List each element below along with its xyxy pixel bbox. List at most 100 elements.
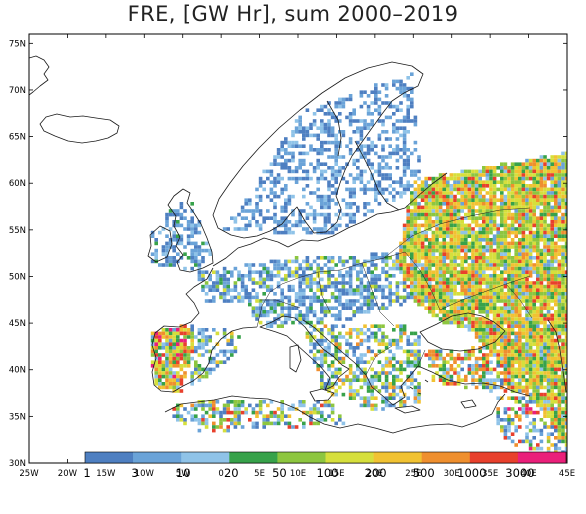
data-cell — [330, 353, 335, 357]
data-cell — [532, 310, 536, 314]
data-cell — [334, 173, 338, 177]
data-cell — [406, 230, 410, 235]
data-cell — [435, 205, 439, 210]
data-cell — [435, 299, 439, 303]
data-cell — [478, 212, 482, 217]
data-cell — [554, 356, 558, 361]
data-cell — [320, 349, 324, 354]
data-cell — [449, 191, 454, 195]
data-cell — [338, 360, 342, 364]
data-cell — [507, 245, 511, 249]
data-cell — [374, 353, 378, 357]
data-cell — [208, 252, 212, 256]
data-cell — [402, 328, 407, 332]
data-cell — [327, 256, 331, 260]
data-cell — [514, 335, 518, 339]
data-cell — [406, 234, 410, 238]
data-cell — [208, 288, 212, 292]
data-cell — [298, 220, 302, 224]
data-cell — [554, 328, 558, 332]
data-cell — [489, 266, 493, 271]
data-cell — [489, 281, 493, 285]
data-cell — [536, 266, 540, 271]
data-cell — [525, 356, 529, 361]
data-cell — [359, 94, 364, 98]
data-cell — [161, 227, 166, 231]
data-cell — [539, 371, 544, 375]
data-cell — [500, 202, 504, 206]
data-cell — [536, 284, 540, 289]
data-cell — [363, 331, 367, 336]
data-cell — [500, 248, 504, 253]
data-cell — [561, 302, 565, 307]
data-cell — [309, 263, 313, 267]
data-cell — [262, 313, 266, 318]
data-cell — [438, 299, 443, 303]
data-cell — [528, 421, 533, 426]
data-cell — [179, 205, 184, 210]
data-cell — [352, 389, 356, 393]
data-cell — [366, 292, 371, 296]
data-cell — [161, 346, 166, 350]
data-cell — [352, 313, 356, 318]
data-cell — [410, 220, 414, 224]
data-cell — [546, 342, 551, 346]
data-cell — [395, 292, 400, 296]
data-cell — [212, 403, 216, 408]
data-cell — [338, 274, 342, 278]
data-cell — [518, 389, 522, 393]
data-cell — [546, 248, 551, 253]
data-cell — [208, 338, 212, 343]
data-cell — [485, 212, 490, 217]
data-cell — [428, 281, 432, 285]
data-cell — [363, 126, 367, 130]
data-cell — [402, 130, 407, 134]
data-cell — [186, 223, 191, 228]
data-cell — [377, 284, 382, 289]
data-cell — [507, 421, 511, 426]
data-cell — [482, 252, 486, 256]
data-cell — [352, 310, 356, 314]
data-cell — [201, 353, 205, 357]
data-cell — [327, 281, 331, 285]
data-cell — [460, 324, 464, 328]
data-cell — [536, 288, 540, 292]
data-cell — [471, 281, 475, 285]
data-cell — [374, 108, 378, 112]
data-cell — [305, 130, 310, 134]
data-cell — [316, 263, 320, 267]
data-cell — [230, 338, 234, 343]
data-cell — [546, 274, 551, 278]
data-cell — [449, 299, 454, 303]
data-cell — [392, 389, 396, 393]
data-cell — [406, 252, 410, 256]
data-cell — [359, 403, 364, 408]
data-cell — [363, 374, 367, 379]
data-cell — [262, 266, 266, 271]
data-cell — [557, 421, 562, 426]
data-cell — [514, 346, 518, 350]
data-cell — [546, 425, 551, 429]
data-cell — [366, 122, 371, 127]
data-cell — [521, 360, 526, 364]
data-cell — [413, 148, 418, 152]
data-cell — [172, 407, 176, 411]
data-cell — [406, 158, 410, 163]
data-cell — [345, 353, 349, 357]
data-cell — [435, 194, 439, 199]
data-cell — [280, 306, 284, 310]
data-cell — [291, 407, 295, 411]
data-cell — [262, 400, 266, 404]
data-cell — [446, 212, 450, 217]
data-cell — [410, 184, 414, 188]
data-cell — [312, 212, 317, 217]
data-cell — [532, 299, 536, 303]
data-cell — [456, 356, 461, 361]
data-cell — [395, 180, 400, 184]
data-cell — [294, 169, 299, 174]
data-cell — [500, 335, 504, 339]
data-cell — [410, 292, 414, 296]
data-cell — [312, 169, 317, 174]
data-cell — [550, 209, 554, 213]
data-cell — [194, 227, 198, 231]
